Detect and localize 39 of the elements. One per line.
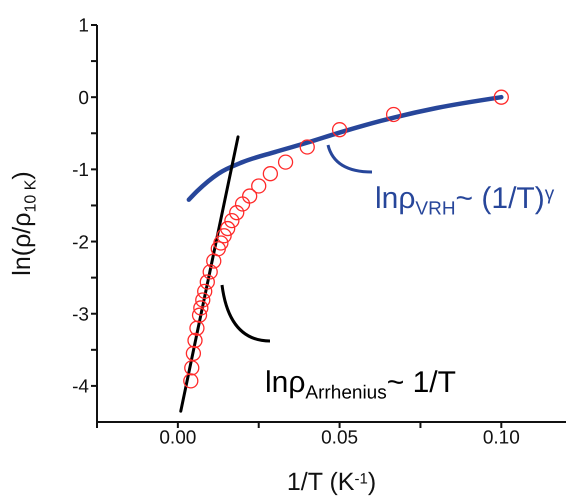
point (189, 320, 205, 336)
point (234, 196, 250, 212)
point (278, 154, 294, 170)
point (195, 292, 210, 308)
point (192, 308, 208, 323)
point (210, 241, 226, 256)
y-tick-label: -3 (72, 304, 89, 326)
point (262, 166, 278, 182)
y-tick-label: 0 (78, 88, 89, 109)
y-tick-label: -4 (72, 376, 90, 398)
point (224, 212, 240, 228)
point (494, 90, 509, 105)
point (193, 300, 208, 316)
point (184, 360, 200, 376)
annotation: lnρ$_{Arrhenius}$~ 1/T (265, 366, 456, 404)
point (386, 106, 402, 122)
y-tick-label: -2 (72, 232, 89, 254)
point (332, 122, 348, 138)
x-tick-label: 0.00 (159, 427, 196, 448)
point (251, 178, 266, 194)
annotation: lnρ$_{VRH}$~ (1/T)$^{γ}$ (375, 182, 555, 220)
point (220, 220, 236, 236)
point (197, 284, 212, 299)
x-axis-title: 1/T (K$^{-1}$) (286, 468, 376, 496)
y-tick-label: 1 (78, 16, 89, 37)
point (200, 274, 215, 290)
point (216, 228, 232, 244)
x-tick-label: 0.05 (321, 427, 358, 448)
point (213, 235, 229, 251)
y-tick-label: -1 (72, 160, 89, 182)
point (242, 188, 258, 204)
x-tick-label: 0.10 (482, 427, 520, 448)
point (187, 332, 203, 348)
point (300, 139, 315, 155)
point (202, 264, 218, 280)
point (186, 346, 202, 362)
point (206, 253, 222, 269)
point (229, 205, 244, 220)
point (183, 373, 198, 389)
